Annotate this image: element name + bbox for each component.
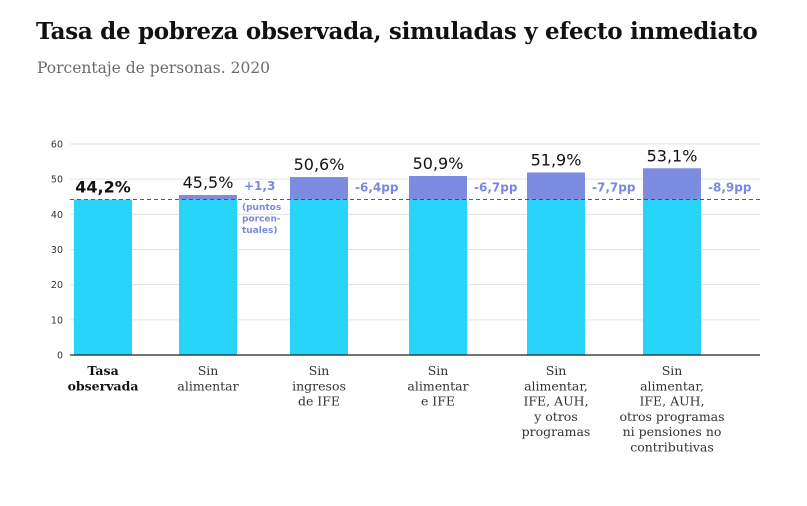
effect-note: (puntos bbox=[242, 203, 281, 213]
x-category-label: alimentar, bbox=[524, 378, 588, 393]
x-category-label: IFE, AUH, bbox=[639, 394, 704, 409]
effect-note: porcen- bbox=[242, 215, 281, 225]
bar-value-label: 53,1% bbox=[647, 146, 698, 165]
x-category-label: Sin bbox=[198, 363, 219, 378]
x-category-label: otros programas bbox=[619, 409, 724, 424]
bar-increment bbox=[179, 194, 237, 200]
effect-label: -6,4pp bbox=[355, 181, 399, 195]
x-category-label: Sin bbox=[309, 363, 330, 378]
bar-value-label: 50,6% bbox=[294, 155, 345, 174]
y-tick-label: 0 bbox=[57, 351, 63, 362]
x-category-label: Tasa bbox=[87, 363, 118, 378]
bar-base bbox=[290, 199, 348, 355]
x-category-label: Sin bbox=[428, 363, 449, 378]
effect-label: -7,7pp bbox=[592, 181, 636, 195]
x-category-label: ni pensiones no bbox=[623, 424, 722, 439]
bar-increment bbox=[409, 176, 467, 200]
x-category-label: alimentar bbox=[177, 378, 238, 393]
chart-subtitle: Porcentaje de personas. 2020 bbox=[37, 59, 271, 77]
bar-observed bbox=[74, 199, 132, 355]
bar-value-label: 51,9% bbox=[531, 150, 582, 169]
x-category-label: y otros bbox=[533, 409, 578, 424]
x-category-label: Sin bbox=[662, 363, 683, 378]
effect-label: -8,9pp bbox=[708, 181, 752, 195]
bar-increment bbox=[643, 168, 701, 200]
x-category-label: e IFE bbox=[421, 394, 455, 409]
y-tick-label: 20 bbox=[51, 280, 63, 291]
x-category-label: alimentar, bbox=[640, 378, 704, 393]
x-category-label: programas bbox=[522, 424, 591, 439]
bar-base bbox=[409, 199, 467, 355]
effect-label: -6,7pp bbox=[474, 181, 518, 195]
x-category-label: observada bbox=[68, 378, 139, 393]
x-category-label: alimentar bbox=[407, 378, 468, 393]
y-tick-label: 40 bbox=[51, 210, 63, 221]
x-category-label: Sin bbox=[546, 363, 567, 378]
y-tick-label: 30 bbox=[51, 245, 63, 256]
bar-increment bbox=[527, 172, 585, 200]
y-tick-label: 50 bbox=[51, 175, 63, 186]
x-category-label: de IFE bbox=[298, 394, 340, 409]
y-tick-label: 60 bbox=[51, 140, 63, 151]
x-category-label: contributivas bbox=[630, 440, 714, 455]
bar-value-label: 50,9% bbox=[413, 154, 464, 173]
bar-value-label: 45,5% bbox=[183, 173, 234, 192]
y-tick-label: 10 bbox=[51, 315, 63, 326]
effect-note: tuales) bbox=[242, 226, 277, 236]
bar-value-label: 44,2% bbox=[75, 178, 131, 197]
bar-base bbox=[179, 199, 237, 355]
effect-label: +1,3 bbox=[244, 179, 275, 193]
x-category-label: IFE, AUH, bbox=[523, 394, 588, 409]
bar-base bbox=[527, 199, 585, 355]
chart-title: Tasa de pobreza observada, simuladas y e… bbox=[36, 18, 758, 45]
bar-base bbox=[643, 199, 701, 355]
x-category-label: ingresos bbox=[292, 378, 346, 393]
bar-increment bbox=[290, 177, 348, 200]
